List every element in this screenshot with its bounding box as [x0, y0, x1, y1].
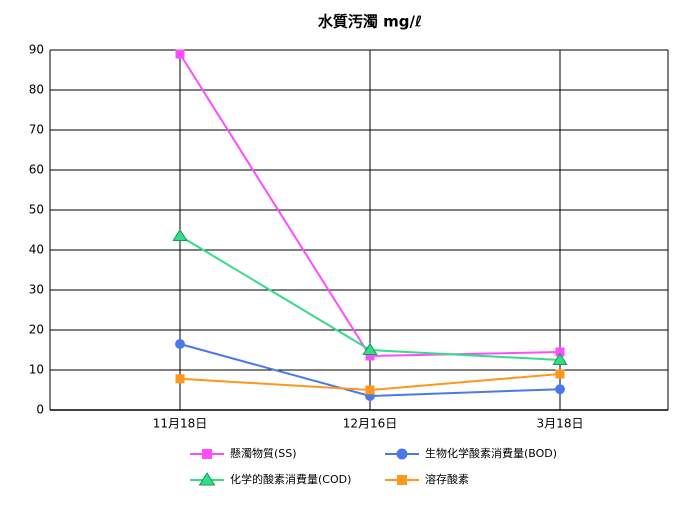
point: [397, 475, 407, 485]
y-tick-label: 90: [29, 43, 44, 57]
point: [175, 374, 185, 384]
legend-text: 溶存酸素: [425, 472, 469, 486]
point: [202, 449, 212, 459]
point: [175, 339, 185, 349]
point: [555, 384, 565, 395]
y-tick-label: 70: [29, 123, 44, 137]
y-tick-label: 80: [29, 83, 44, 97]
point: [172, 228, 188, 241]
y-tick-label: 50: [29, 203, 44, 217]
legend-text: 化学的酸素消費量(COD): [230, 472, 351, 486]
x-tick-label: 12月16日: [343, 417, 398, 431]
point: [365, 351, 375, 361]
point: [365, 385, 375, 395]
x-tick-label: 11月18日: [153, 417, 208, 431]
x-tick-label: 3月18日: [537, 417, 584, 431]
point: [362, 342, 378, 355]
point: [555, 347, 565, 357]
point: [552, 352, 568, 365]
point: [175, 49, 185, 59]
legend-text: 懸濁物質(SS): [230, 446, 297, 460]
y-tick-label: 0: [36, 403, 44, 417]
y-tick-label: 20: [29, 323, 44, 337]
y-tick-label: 60: [29, 163, 44, 177]
point: [198, 472, 216, 486]
y-tick-label: 30: [29, 283, 44, 297]
y-tick-label: 10: [29, 363, 44, 377]
chart-title: 水質汚濁 mg/ℓ: [318, 13, 422, 31]
legend-text: 生物化学酸素消費量(BOD): [425, 446, 557, 460]
y-tick-label: 40: [29, 243, 44, 257]
point: [555, 369, 565, 379]
point: [396, 448, 408, 460]
